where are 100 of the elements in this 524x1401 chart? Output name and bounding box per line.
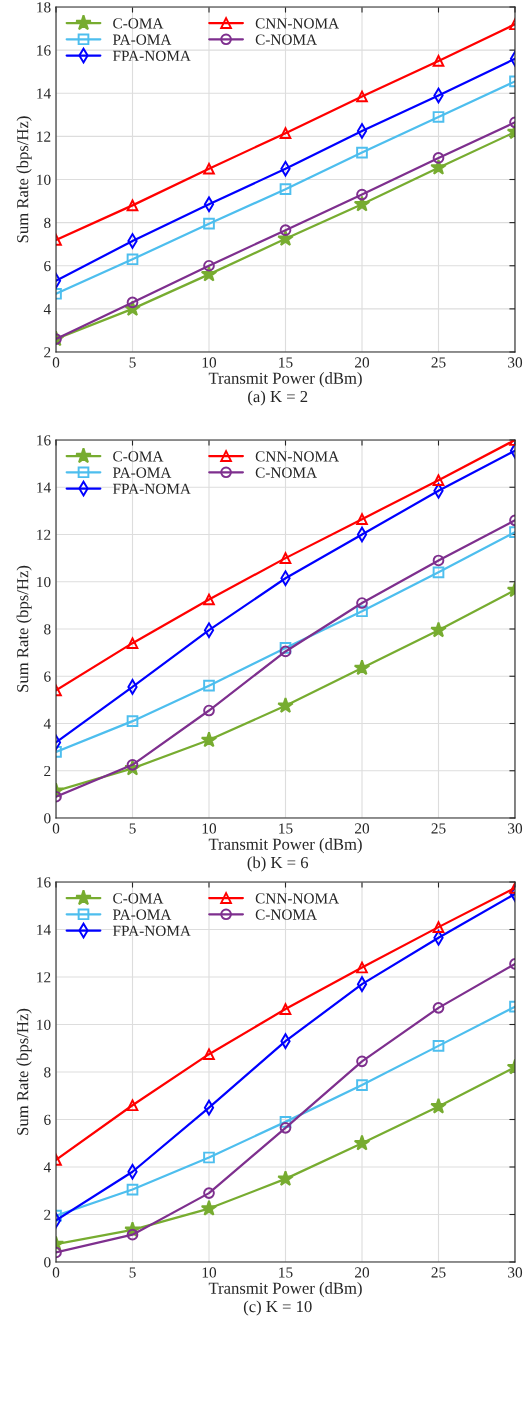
y-tick-label: 12	[37, 972, 51, 983]
x-tick-label: 5	[129, 1267, 136, 1278]
point	[356, 146, 368, 159]
point	[356, 961, 368, 974]
point	[203, 162, 215, 175]
text: (c) K = 10	[243, 1300, 312, 1316]
point	[203, 1099, 215, 1116]
point	[203, 1048, 215, 1061]
point	[203, 679, 215, 692]
y-tick-label: 2	[44, 347, 51, 358]
point	[277, 697, 294, 713]
x-tick-label: 15	[279, 357, 293, 368]
x-tick-label: 30	[508, 823, 523, 834]
y-tick-label: 12	[37, 529, 51, 540]
point	[126, 1228, 139, 1241]
y-axis-title: Sum Rate (bps/Hz)	[16, 116, 32, 243]
y-tick-label: 14	[37, 924, 51, 935]
y-tick-label: 10	[37, 576, 51, 588]
point	[356, 90, 368, 103]
point	[203, 622, 215, 639]
point	[126, 296, 139, 309]
x-axis-title: Transmit Power (dBm)	[208, 1282, 362, 1298]
point	[200, 1199, 218, 1216]
point	[279, 1121, 292, 1134]
point	[432, 474, 445, 486]
point	[277, 230, 294, 246]
x-tick-label: 0	[52, 357, 60, 368]
text: (a) K = 2	[248, 390, 308, 406]
point	[432, 1002, 445, 1014]
point	[432, 1040, 445, 1052]
x-tick-label: 30	[508, 1267, 523, 1278]
point	[432, 921, 445, 933]
legend-label: CNN-NOMA	[255, 18, 340, 29]
point	[356, 526, 368, 543]
x-tick-label: 15	[279, 1267, 293, 1278]
legend-label: C-NOMA	[255, 909, 317, 920]
point	[279, 224, 292, 236]
y-tick-label: 8	[44, 624, 51, 635]
y-tick-label: 10	[37, 1019, 51, 1030]
y-tick-label: 2	[44, 765, 51, 777]
x-tick-label: 10	[202, 1267, 217, 1278]
x-tick-label: 0	[52, 823, 60, 834]
point	[356, 976, 368, 992]
x-tick-label: 10	[202, 357, 217, 368]
text: (b) K = 6	[247, 856, 309, 872]
x-tick-label: 25	[431, 823, 446, 834]
y-tick-label: 10	[37, 174, 51, 185]
legend-label: CNN-NOMA	[255, 451, 340, 462]
y-tick-label: 0	[44, 813, 51, 824]
x-tick-label: 15	[279, 823, 293, 834]
y-tick-label: 8	[44, 217, 51, 229]
point	[277, 1170, 294, 1187]
point	[203, 196, 215, 213]
point	[432, 152, 445, 164]
point	[279, 645, 292, 658]
point	[353, 1134, 371, 1151]
point	[126, 1099, 139, 1112]
x-tick-label: 10	[202, 823, 217, 834]
point	[203, 704, 215, 717]
point	[279, 183, 292, 196]
y-tick-label: 4	[43, 718, 51, 729]
legend-label: PA-OMA	[112, 467, 172, 478]
legend-label: PA-OMA	[112, 909, 172, 920]
y-tick-label: 16	[37, 45, 51, 56]
y-tick-label: 6	[44, 260, 51, 272]
point	[430, 621, 447, 638]
legend-label: FPA-NOMA	[112, 50, 191, 62]
x-tick-label: 0	[52, 1267, 60, 1278]
point	[279, 127, 292, 139]
x-tick-label: 20	[355, 823, 370, 834]
point	[432, 566, 445, 579]
point	[356, 597, 368, 609]
y-tick-label: 16	[37, 877, 51, 888]
y-tick-label: 8	[44, 1067, 51, 1078]
point	[430, 1097, 447, 1114]
point	[203, 259, 215, 272]
y-tick-label: 0	[44, 1257, 51, 1268]
point	[126, 637, 139, 650]
point	[430, 159, 447, 175]
point	[356, 605, 368, 618]
y-tick-label: 2	[44, 1209, 51, 1220]
point	[126, 715, 139, 727]
point	[203, 1187, 215, 1199]
y-tick-label: 14	[37, 88, 51, 99]
legend-label: C-NOMA	[255, 467, 317, 478]
point	[432, 554, 445, 567]
point	[203, 593, 215, 606]
y-tick-label: 6	[44, 1114, 51, 1125]
legend-label: C-NOMA	[255, 34, 317, 45]
x-tick-label: 5	[129, 823, 136, 834]
legend-label: PA-OMA	[112, 34, 172, 45]
point	[353, 659, 371, 676]
legend-label: FPA-NOMA	[112, 925, 191, 937]
x-axis-title: Transmit Power (dBm)	[208, 838, 362, 854]
x-tick-label: 5	[129, 357, 136, 368]
point	[432, 111, 445, 123]
y-tick-label: 18	[37, 2, 51, 13]
x-tick-label: 25	[431, 1267, 446, 1278]
y-tick-label: 14	[37, 482, 51, 493]
legend-label: CNN-NOMA	[255, 893, 340, 904]
